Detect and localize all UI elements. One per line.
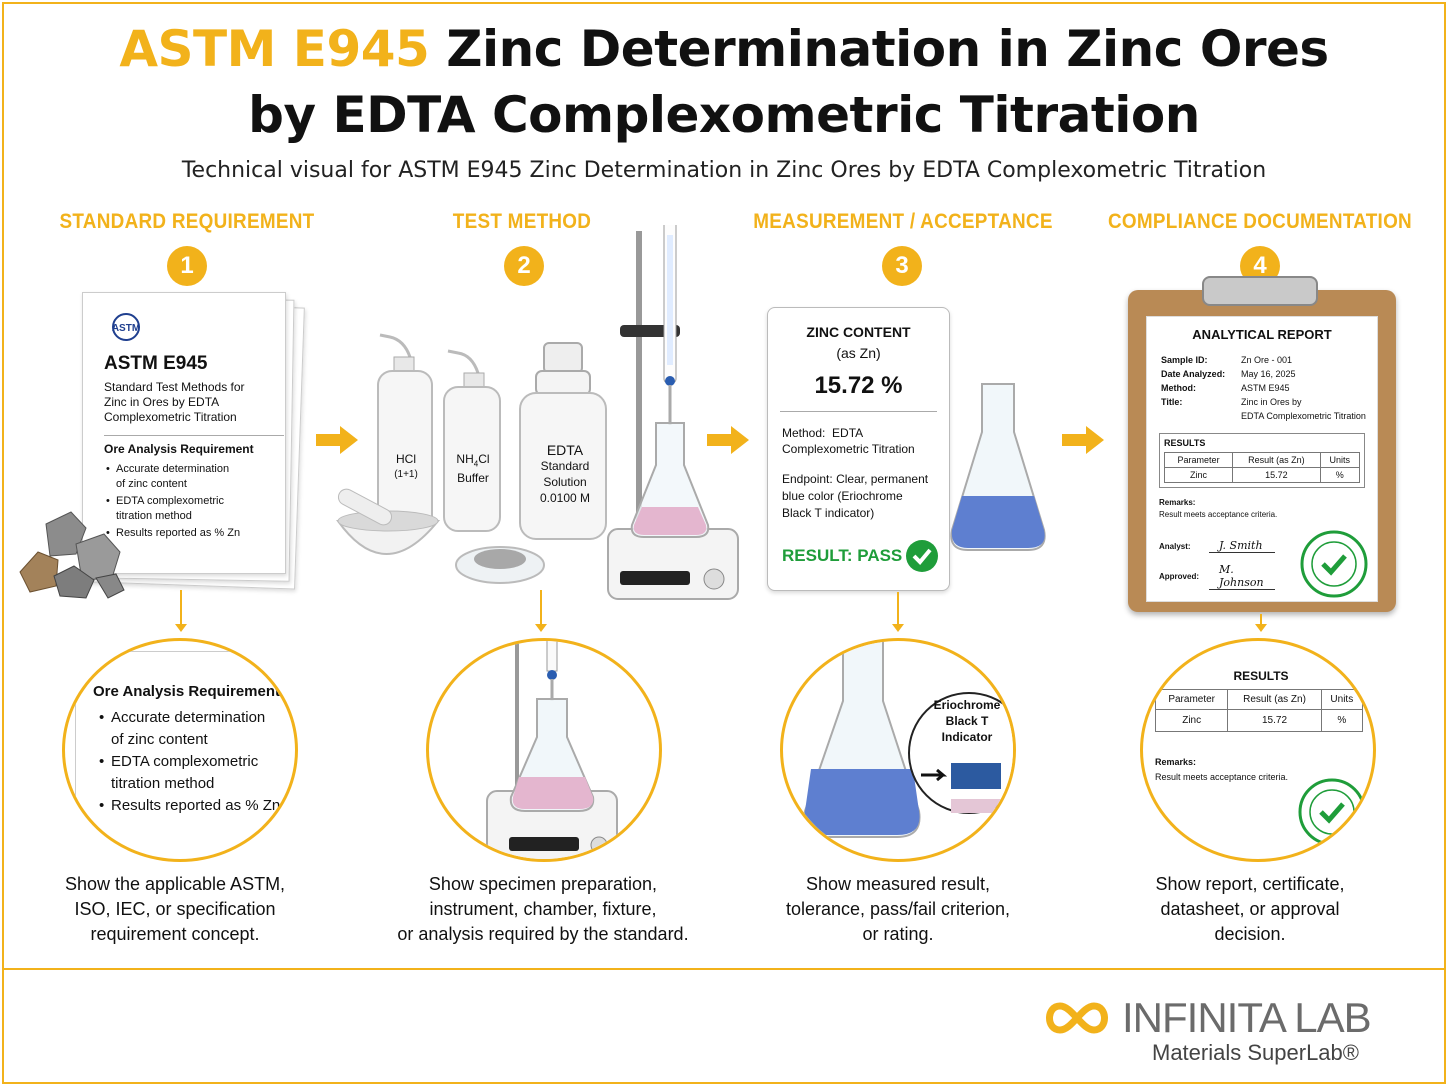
report-fields: Sample ID: Zn Ore - 001 Date Analyzed: May… <box>1161 355 1366 421</box>
list-item: Results reported as % Zn <box>104 526 284 541</box>
edta-bottle-label: EDTA Standard Solution 0.0100 M <box>539 442 591 505</box>
result-pass-label: RESULT: PASS <box>782 546 903 565</box>
connector-line <box>897 592 899 626</box>
connector-tip <box>892 624 904 632</box>
zoom-circle-requirement: Ore Analysis Requirement • Accurate deter… <box>62 638 298 862</box>
standard-description: Standard Test Methods for Zinc in Ores by… <box>104 380 245 424</box>
indicator-label: Eriochrome Black T Indicator <box>933 698 1001 744</box>
table-row: Zinc 15.72% <box>1163 467 1361 483</box>
zoom-remarks: Remarks: Result meets acceptance criteria… <box>1155 757 1289 782</box>
flask-closeup-icon <box>803 641 1013 838</box>
connector-tip <box>535 624 547 632</box>
result-card: ZINC CONTENT (as Zn) 15.72 % Method: EDTA… <box>767 307 950 591</box>
zoom-results-table: Parameter Result (as Zn) Units Zinc 15.72% <box>1154 689 1364 732</box>
arrow-right-icon <box>316 426 358 454</box>
result-label: ZINC CONTENT (as Zn) <box>806 324 911 361</box>
titration-lab-setup <box>336 225 739 600</box>
step-3-caption: Show measured result, tolerance, pass/fai… <box>785 874 1011 944</box>
connector-line <box>540 590 542 626</box>
zoom-circle-titration <box>426 638 662 862</box>
report-remarks: Remarks: Result meets acceptance criteria… <box>1159 498 1278 519</box>
table-row: Zinc 15.72% <box>1154 709 1364 732</box>
page-title-line2: by EDTA Complexometric Titration <box>248 86 1200 144</box>
step-4-caption: Show report, certificate, datasheet, or a… <box>1155 874 1345 944</box>
zoom-circle-report: RESULTS Parameter Result (as Zn) Units Zin… <box>1140 638 1376 862</box>
zoom-results-heading: RESULTS <box>1233 669 1289 683</box>
step-2-heading: TEST METHOD <box>452 210 592 233</box>
flask-blue-icon <box>950 383 1046 551</box>
method-text: Method: EDTA Complexometric Titration <box>782 426 915 456</box>
standard-code: ASTM E945 <box>104 353 208 374</box>
analyst-signature: Analyst: J. Smith <box>1159 539 1275 553</box>
titration-closeup-icon <box>486 641 618 859</box>
step-3-number: 3 <box>882 246 922 286</box>
page-subtitle: Technical visual for ASTM E945 Zinc Dete… <box>181 158 1267 183</box>
report-heading: ANALYTICAL REPORT <box>1192 327 1332 342</box>
brand-name: INFINITA LAB <box>1122 994 1372 1041</box>
arrow-right-icon <box>1062 426 1104 454</box>
step-3-heading: MEASUREMENT / ACCEPTANCE <box>753 210 1053 233</box>
connector-line <box>1260 614 1262 626</box>
requirement-heading: Ore Analysis Requirement <box>104 442 254 456</box>
footer-divider <box>2 968 1446 970</box>
connector-line <box>180 590 182 626</box>
step-4-heading: COMPLIANCE DOCUMENTATION <box>1108 210 1412 233</box>
hcl-bottle-label: HCl (1+1) <box>394 452 418 480</box>
zoom-requirement-text: Ore Analysis Requirement • Accurate deter… <box>93 683 281 814</box>
astm-logo-icon: ASTM <box>112 313 140 341</box>
result-value: 15.72 % <box>814 372 903 399</box>
analytical-report: ANALYTICAL REPORT Sample ID: Zn Ore - 001… <box>1146 316 1378 602</box>
approved-signature: Approved: M. Johnson <box>1159 563 1275 590</box>
connector-tip <box>175 624 187 632</box>
report-results-box: RESULTS Parameter Result (as Zn) Units Zin… <box>1159 433 1365 488</box>
step-1-number: 1 <box>167 246 207 286</box>
svg-text:ASTM: ASTM <box>112 323 140 334</box>
nh4cl-bottle-label: NH4Cl Buffer <box>456 452 490 486</box>
connector-tip <box>1255 624 1267 632</box>
infinity-logo-icon <box>1046 1002 1108 1034</box>
ore-rocks-icon <box>19 511 125 599</box>
step-2-caption: Show specimen preparation, instrument, ch… <box>397 874 689 944</box>
page-title-line1: ASTM E945 Zinc Determination in Zinc Ore… <box>119 20 1329 78</box>
step-2-number: 2 <box>504 246 544 286</box>
clipboard-clip <box>1202 276 1318 306</box>
compliant-stamp-icon <box>1298 778 1366 846</box>
step-1-caption: Show the applicable ASTM, ISO, IEC, or sp… <box>64 874 286 944</box>
results-table: Parameter Result (as Zn) Units Zinc 15.72% <box>1163 452 1361 483</box>
zoom-circle-endpoint: Eriochrome Black T Indicator <box>780 638 1016 862</box>
standard-document-text: ASTM E945 Standard Test Methods for Zinc … <box>104 352 284 543</box>
compliant-stamp-icon <box>1300 530 1368 598</box>
endpoint-text: Endpoint: Clear, permanent blue color (Er… <box>782 472 929 520</box>
step-1-heading: STANDARD REQUIREMENT <box>59 210 315 233</box>
brand-tagline: Materials SuperLab® <box>1152 1040 1359 1065</box>
arrow-right-icon <box>707 426 749 454</box>
check-circle-icon <box>906 540 938 572</box>
